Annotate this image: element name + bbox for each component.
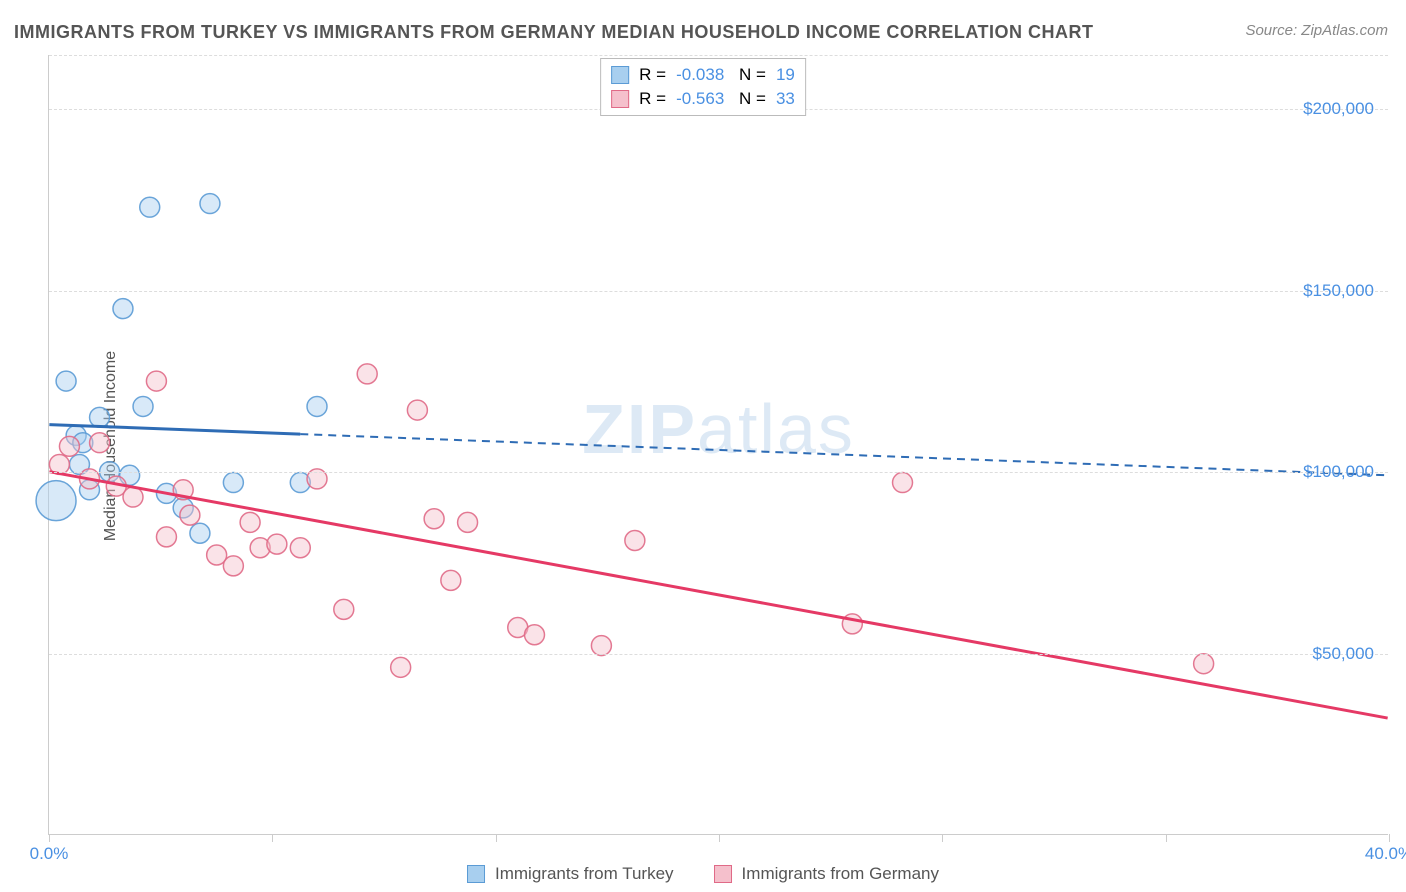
- data-point: [156, 527, 176, 547]
- source-label: Source: ZipAtlas.com: [1245, 22, 1388, 39]
- legend-swatch: [611, 90, 629, 108]
- x-tick: [1389, 834, 1390, 842]
- r-value: -0.038: [676, 65, 724, 85]
- n-label: N =: [734, 89, 766, 109]
- correlation-legend: R = -0.038 N = 19 R = -0.563 N = 33: [600, 58, 806, 116]
- data-point: [123, 487, 143, 507]
- data-point: [407, 400, 427, 420]
- legend-label: Immigrants from Germany: [742, 864, 939, 884]
- data-point: [1194, 654, 1214, 674]
- data-point: [180, 505, 200, 525]
- x-tick: [942, 834, 943, 842]
- x-tick: [496, 834, 497, 842]
- n-label: N =: [734, 65, 766, 85]
- data-point: [591, 636, 611, 656]
- legend-swatch: [467, 865, 485, 883]
- legend-swatch: [714, 865, 732, 883]
- gridline: [49, 291, 1388, 292]
- legend-item: Immigrants from Germany: [714, 864, 939, 884]
- gridline: [49, 654, 1388, 655]
- y-tick-label: $200,000: [1303, 99, 1374, 119]
- data-point: [90, 407, 110, 427]
- x-tick-label: 0.0%: [30, 844, 69, 864]
- data-point: [36, 481, 76, 521]
- legend-swatch: [611, 66, 629, 84]
- data-point: [424, 509, 444, 529]
- trend-line-dashed: [300, 434, 1387, 475]
- data-point: [90, 433, 110, 453]
- data-point: [458, 512, 478, 532]
- n-value: 19: [776, 65, 795, 85]
- data-point: [357, 364, 377, 384]
- chart-title: IMMIGRANTS FROM TURKEY VS IMMIGRANTS FRO…: [14, 22, 1094, 43]
- r-value: -0.563: [676, 89, 724, 109]
- data-point: [59, 436, 79, 456]
- data-point: [267, 534, 287, 554]
- x-tick: [272, 834, 273, 842]
- data-point: [441, 570, 461, 590]
- data-point: [190, 523, 210, 543]
- plot-svg: [49, 55, 1388, 834]
- y-tick-label: $100,000: [1303, 462, 1374, 482]
- data-point: [391, 657, 411, 677]
- trend-line: [49, 425, 300, 435]
- data-point: [223, 473, 243, 493]
- data-point: [146, 371, 166, 391]
- data-point: [223, 556, 243, 576]
- data-point: [240, 512, 260, 532]
- data-point: [524, 625, 544, 645]
- r-label: R =: [639, 65, 666, 85]
- gridline: [49, 55, 1388, 56]
- data-point: [200, 194, 220, 214]
- data-point: [133, 396, 153, 416]
- chart-container: IMMIGRANTS FROM TURKEY VS IMMIGRANTS FRO…: [0, 0, 1406, 892]
- x-tick: [49, 834, 50, 842]
- x-tick-label: 40.0%: [1365, 844, 1406, 864]
- data-point: [625, 531, 645, 551]
- data-point: [56, 371, 76, 391]
- data-point: [893, 473, 913, 493]
- trend-line: [49, 472, 1387, 718]
- x-tick: [1166, 834, 1167, 842]
- x-tick: [719, 834, 720, 842]
- series-legend: Immigrants from Turkey Immigrants from G…: [467, 864, 939, 884]
- data-point: [290, 538, 310, 558]
- legend-row: R = -0.563 N = 33: [611, 87, 795, 111]
- data-point: [334, 599, 354, 619]
- plot-area: ZIPatlas $50,000$100,000$150,000$200,000…: [48, 55, 1388, 835]
- legend-label: Immigrants from Turkey: [495, 864, 674, 884]
- n-value: 33: [776, 89, 795, 109]
- data-point: [307, 396, 327, 416]
- legend-item: Immigrants from Turkey: [467, 864, 674, 884]
- r-label: R =: [639, 89, 666, 109]
- gridline: [49, 472, 1388, 473]
- y-tick-label: $150,000: [1303, 281, 1374, 301]
- data-point: [113, 299, 133, 319]
- legend-row: R = -0.038 N = 19: [611, 63, 795, 87]
- data-point: [140, 197, 160, 217]
- y-tick-label: $50,000: [1313, 644, 1374, 664]
